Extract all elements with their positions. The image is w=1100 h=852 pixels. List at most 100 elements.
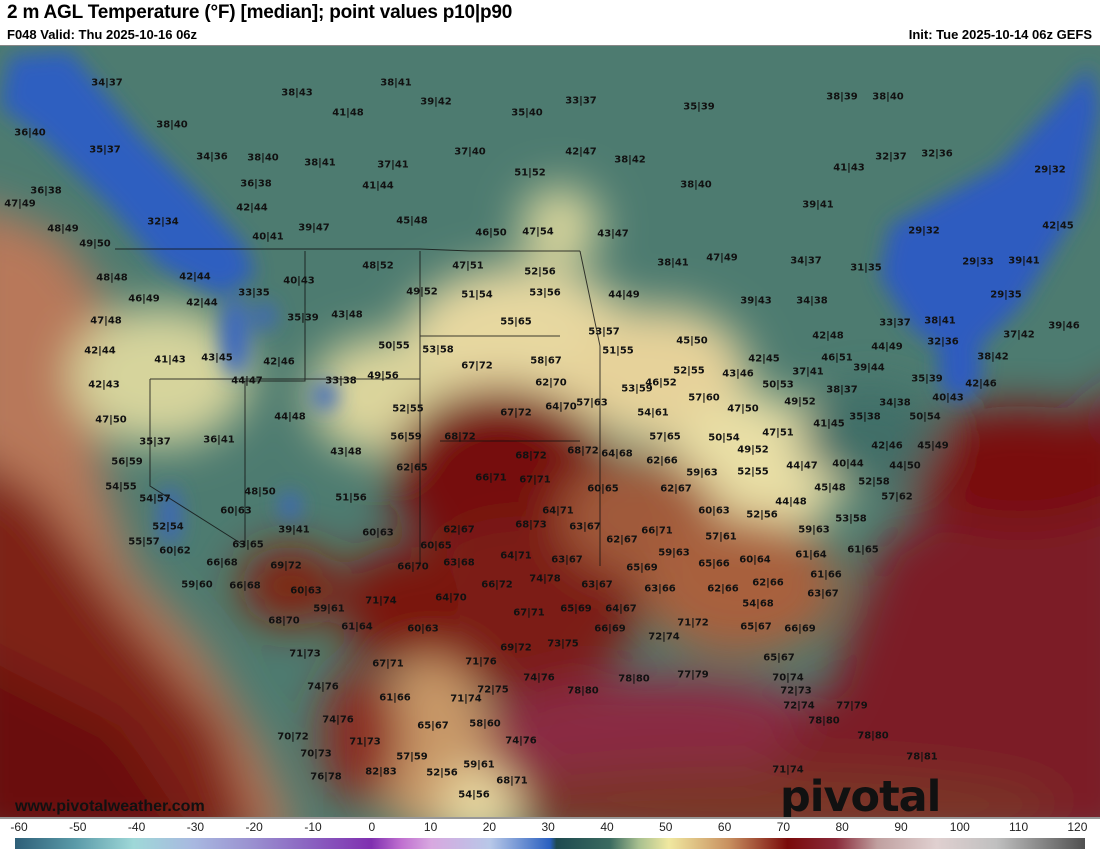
point-value-label: 29|32 (908, 225, 940, 237)
point-value-label: 39|44 (853, 362, 885, 374)
point-value-label: 43|48 (331, 309, 363, 321)
point-value-label: 70|74 (772, 672, 804, 684)
point-value-label: 52|55 (673, 365, 705, 377)
point-value-label: 36|40 (14, 127, 46, 139)
point-value-label: 64|67 (605, 603, 637, 615)
point-value-label: 53|58 (835, 513, 867, 525)
point-value-label: 61|66 (810, 569, 842, 581)
point-value-label: 62|65 (396, 462, 428, 474)
point-value-label: 55|65 (500, 316, 532, 328)
point-value-label: 42|46 (871, 440, 903, 452)
point-value-label: 47|49 (4, 198, 36, 210)
point-value-label: 60|63 (290, 585, 322, 597)
colorbar-tick-label: -10 (304, 820, 322, 834)
colorbar-tick-label: -40 (127, 820, 146, 834)
point-value-label: 49|52 (737, 444, 769, 456)
colorbar-tick-label: 40 (600, 820, 614, 834)
point-value-label: 49|52 (406, 286, 438, 298)
point-value-label: 34|37 (790, 255, 822, 267)
point-value-label: 62|67 (660, 483, 692, 495)
point-value-label: 46|51 (821, 352, 853, 364)
point-value-label: 35|38 (849, 411, 881, 423)
point-value-label: 45|50 (676, 335, 708, 347)
point-value-label: 42|46 (263, 356, 295, 368)
point-value-label: 44|48 (274, 411, 306, 423)
point-value-label: 78|80 (567, 685, 599, 697)
colorbar-tick-label: 0 (368, 820, 376, 834)
colorbar-tick-label: -60 (10, 820, 28, 834)
colorbar-tick-label: 50 (659, 820, 673, 834)
point-value-label: 59|60 (181, 579, 213, 591)
point-value-label: 70|72 (277, 731, 309, 743)
point-value-label: 66|69 (594, 623, 626, 635)
point-value-label: 44|49 (608, 289, 640, 301)
point-value-label: 71|73 (349, 736, 381, 748)
point-value-label: 62|67 (606, 534, 638, 546)
colorbar-tick-label: 30 (541, 820, 555, 834)
point-value-label: 43|45 (201, 352, 233, 364)
point-value-label: 70|73 (300, 748, 332, 760)
temperature-field (0, 46, 1100, 818)
colorbar-tick-label: 20 (482, 820, 497, 834)
point-value-label: 65|67 (763, 652, 795, 664)
point-value-label: 42|46 (965, 378, 997, 390)
point-value-label: 38|41 (924, 315, 956, 327)
point-value-label: 62|66 (752, 577, 784, 589)
point-value-label: 32|37 (875, 151, 907, 163)
point-value-label: 65|69 (626, 562, 658, 574)
point-value-label: 29|35 (990, 289, 1022, 301)
point-value-label: 65|67 (740, 621, 772, 633)
point-value-label: 40|43 (283, 275, 315, 287)
point-value-label: 36|38 (240, 178, 272, 190)
point-value-label: 49|50 (79, 238, 111, 250)
init-time: Init: Tue 2025-10-14 06z GEFS (908, 27, 1092, 42)
point-value-label: 35|40 (511, 107, 543, 119)
point-value-label: 38|39 (826, 91, 858, 103)
point-value-label: 43|47 (597, 228, 629, 240)
point-value-label: 35|37 (139, 436, 171, 448)
point-value-label: 29|33 (962, 256, 994, 268)
point-value-label: 67|71 (519, 474, 551, 486)
point-value-label: 36|38 (30, 185, 62, 197)
point-value-label: 35|39 (287, 312, 319, 324)
point-value-label: 54|56 (458, 789, 490, 801)
point-value-label: 42|44 (179, 271, 211, 283)
point-value-label: 40|44 (832, 458, 864, 470)
point-value-label: 42|48 (812, 330, 844, 342)
point-value-label: 43|48 (330, 446, 362, 458)
point-value-label: 40|43 (932, 392, 964, 404)
point-value-label: 65|67 (417, 720, 449, 732)
point-value-label: 33|37 (879, 317, 911, 329)
point-value-label: 54|55 (105, 481, 137, 493)
colorbar-tick-label: 10 (423, 820, 438, 834)
point-value-label: 33|37 (565, 95, 597, 107)
point-value-label: 32|36 (927, 336, 959, 348)
point-value-label: 53|56 (529, 287, 561, 299)
point-value-label: 51|54 (461, 289, 493, 301)
point-value-label: 74|78 (529, 573, 561, 585)
point-value-label: 44|48 (775, 496, 807, 508)
point-value-label: 69|72 (500, 642, 532, 654)
colorbar-tick-label: 100 (949, 820, 970, 834)
point-value-label: 57|59 (396, 751, 428, 763)
point-value-label: 66|71 (641, 525, 673, 537)
point-value-label: 47|48 (90, 315, 122, 327)
point-value-label: 44|47 (786, 460, 818, 472)
point-value-label: 45|48 (814, 482, 846, 494)
point-value-label: 68|72 (444, 431, 476, 443)
point-value-label: 71|73 (289, 648, 321, 660)
point-value-label: 42|44 (186, 297, 218, 309)
point-value-label: 67|72 (500, 407, 532, 419)
point-value-label: 68|72 (515, 450, 547, 462)
point-value-label: 38|43 (281, 87, 313, 99)
point-value-label: 38|40 (680, 179, 712, 191)
point-value-label: 60|64 (739, 554, 771, 566)
point-value-label: 71|74 (450, 693, 482, 705)
point-value-label: 41|43 (833, 162, 865, 174)
point-value-label: 66|69 (784, 623, 816, 635)
point-value-label: 36|41 (203, 434, 235, 446)
point-value-label: 29|32 (1034, 164, 1066, 176)
point-value-label: 41|44 (362, 180, 394, 192)
borders (115, 248, 601, 566)
point-value-label: 37|41 (377, 159, 409, 171)
